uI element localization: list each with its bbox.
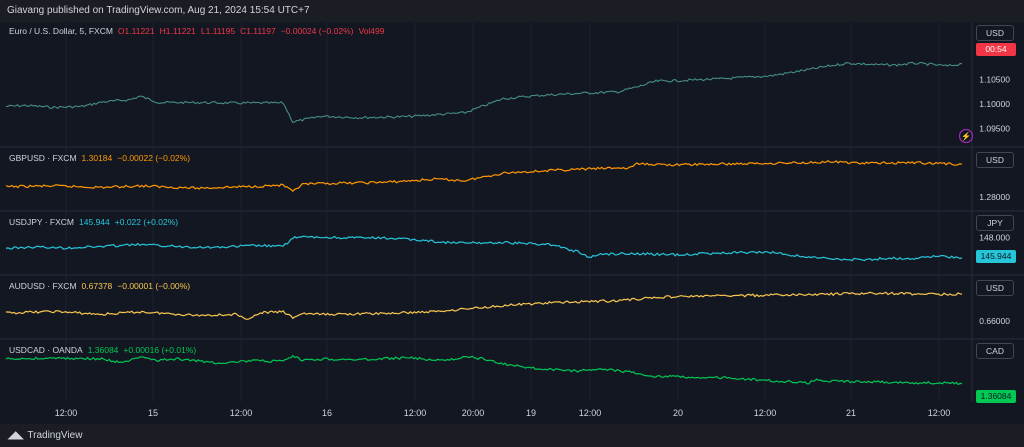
currency-button-gbpusd[interactable]: USD (976, 152, 1014, 168)
series-line-1 (5, 159, 963, 193)
pane-eurusd-legend: Euro / U.S. Dollar, 5, FXCM O1.11221 H1.11… (9, 26, 389, 36)
lightning-glyph: ⚡ (961, 131, 971, 141)
currency-button-usdcad[interactable]: CAD (976, 343, 1014, 359)
x-tick-label: 12:00 (754, 408, 777, 418)
y-tick-label: 1.10000 (979, 99, 1010, 109)
eurusd-down-candles (5, 61, 963, 123)
publish-text: Giavang published on TradingView.com, Au… (7, 5, 310, 16)
currency-button-audusd[interactable]: USD (976, 280, 1014, 296)
pane-usdjpy-legend: USDJPY · FXCM 145.944 +0.022 (+0.02%) (9, 217, 183, 227)
y-tick-label: 1.09500 (979, 123, 1010, 133)
legend-item: GBPUSD · FXCM (9, 153, 77, 163)
legend-item: USDCAD · OANDA (9, 345, 83, 355)
x-tick-label: 12:00 (230, 408, 253, 418)
y-tick-label: 1.10500 (979, 75, 1010, 85)
legend-item: 145.944 (79, 217, 110, 227)
x-tick-label: 12:00 (404, 408, 427, 418)
legend-item: 1.36084 (87, 345, 119, 355)
chart-area[interactable]: 1.10500 1.10000 1.09500 1.28000 148.000 0.660… (0, 22, 1024, 424)
tradingview-logo: ◢◣ TradingView (8, 430, 82, 441)
legend-item: 1.30184 (81, 153, 113, 163)
x-tick-label: 12:00 (55, 408, 78, 418)
currency-button-usdjpy[interactable]: JPY (976, 215, 1014, 231)
footer-bar: ◢◣ TradingView (0, 424, 1024, 447)
y-tick-label: 0.66000 (979, 316, 1010, 326)
x-tick-label: 12:00 (928, 408, 951, 418)
series-line-3 (5, 291, 963, 320)
x-tick-label: 20:00 (462, 408, 485, 418)
legend-item: C1.11197 (240, 26, 276, 36)
legend-item: O1.11221 (117, 26, 155, 36)
x-tick-label: 16 (322, 408, 332, 418)
tradingview-brand-text: TradingView (27, 430, 83, 441)
pane-usdcad-legend: USDCAD · OANDA 1.36084 +0.00016 (+0.01%) (9, 345, 201, 355)
lightning-icon (958, 128, 974, 144)
x-tick-label: 12:00 (579, 408, 602, 418)
legend-item: +0.022 (+0.02%) (114, 217, 179, 227)
countdown-tag: 00:54 (976, 43, 1016, 56)
currency-button-eurusd[interactable]: USD (976, 25, 1014, 41)
legend-item: L1.11195 (200, 26, 236, 36)
multi-pane-chart[interactable]: 1.10500 1.10000 1.09500 1.28000 148.000 0.660… (0, 22, 1024, 424)
legend-item: H1.11221 (159, 26, 196, 36)
publish-bar: Giavang published on TradingView.com, Au… (0, 0, 1024, 22)
y-tick-label: 1.28000 (979, 192, 1010, 202)
x-tick-label: 15 (148, 408, 158, 418)
legend-item: +0.00016 (+0.01%) (123, 345, 197, 355)
legend-item: USDJPY · FXCM (9, 217, 75, 227)
eurusd-price-series (5, 61, 963, 124)
legend-item: −0.00024 (−0.02%) (280, 26, 354, 36)
legend-item: AUDUSD · FXCM (9, 281, 77, 291)
x-tick-label: 19 (526, 408, 536, 418)
tradingview-logo-icon: ◢◣ (8, 430, 24, 441)
legend-item: −0.00001 (−0.00%) (117, 281, 191, 291)
usdcad-last-price-tag: 1.36084 (976, 390, 1016, 403)
legend-item: Vol499 (358, 26, 385, 36)
legend-item: −0.00022 (−0.02%) (117, 153, 191, 163)
legend-item: 0.67378 (81, 281, 113, 291)
series-line-2 (5, 235, 963, 262)
usdjpy-last-price-tag: 145.944 (976, 250, 1016, 263)
pane-audusd-legend: AUDUSD · FXCM 0.67378 −0.00001 (−0.00%) (9, 281, 195, 291)
x-tick-label: 21 (846, 408, 856, 418)
pane-gbpusd-legend: GBPUSD · FXCM 1.30184 −0.00022 (−0.02%) (9, 153, 195, 163)
series-line-4 (5, 354, 963, 386)
x-tick-label: 20 (673, 408, 683, 418)
legend-item: Euro / U.S. Dollar, 5, FXCM (9, 26, 113, 36)
y-tick-label: 148.000 (979, 233, 1010, 243)
